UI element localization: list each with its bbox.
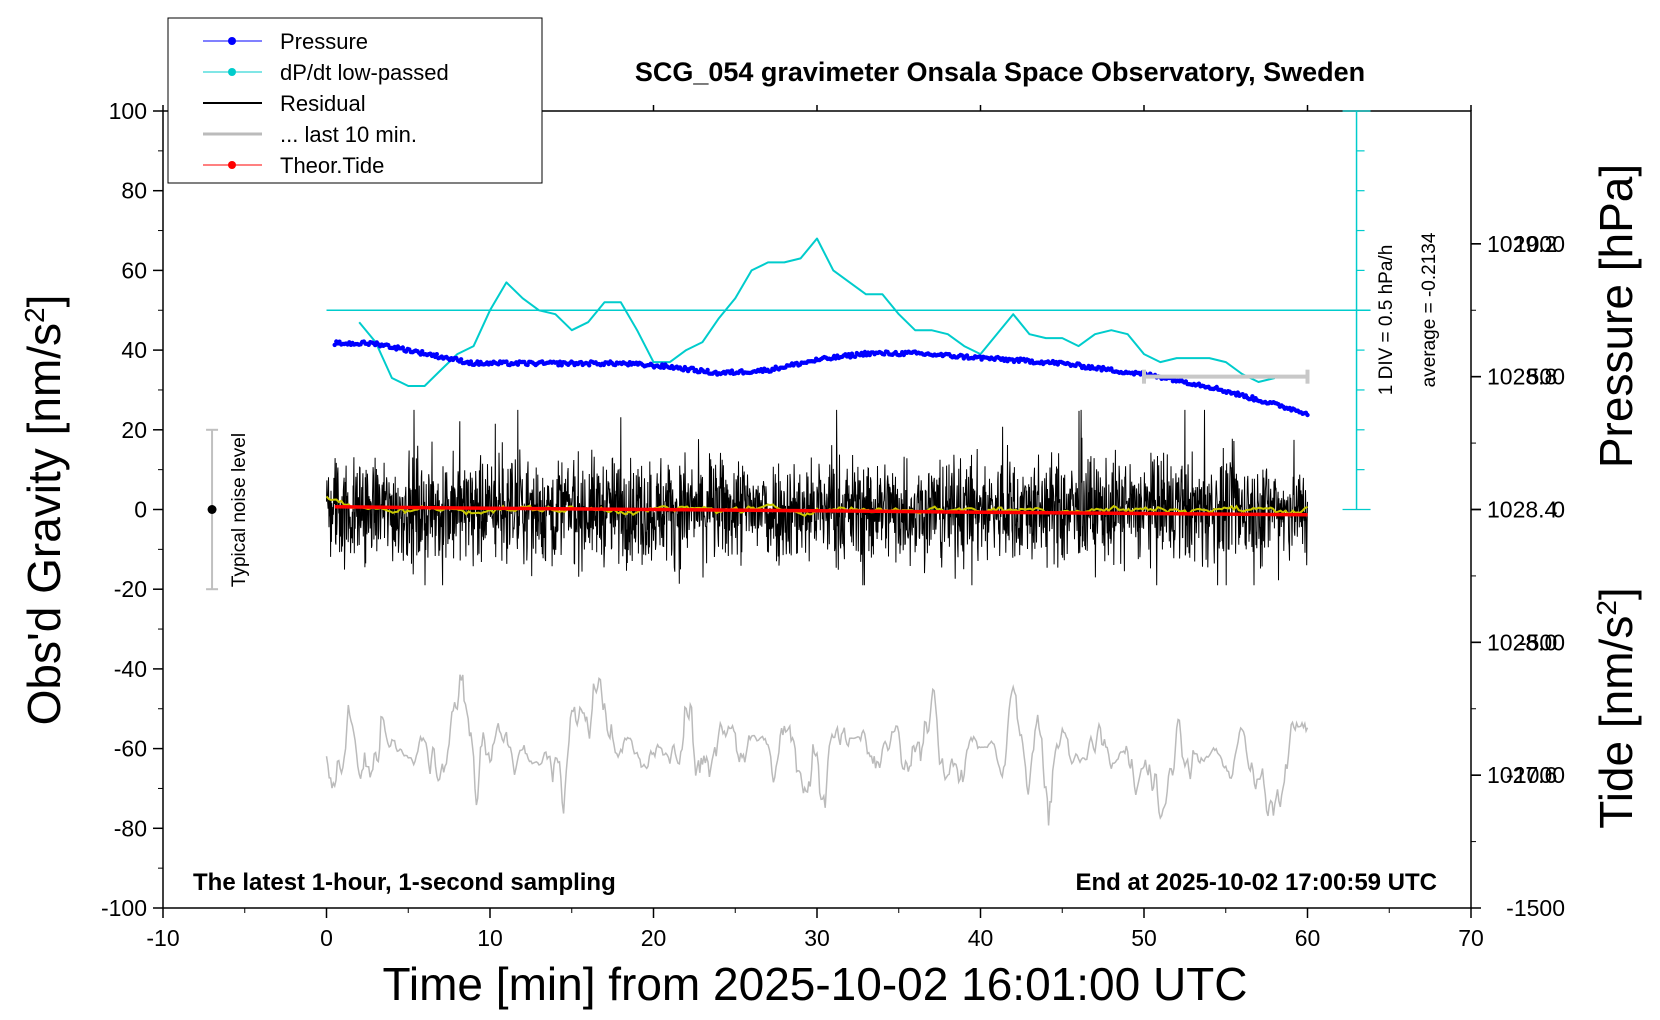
gravity-tick-label: -60	[114, 736, 147, 762]
pressure-tick-label: 1028.4	[1487, 497, 1558, 523]
tide-tick-label: -500	[1519, 629, 1565, 655]
left-axis-label: Obs'd Gravity [nm/s2]	[18, 295, 70, 726]
pressure-tick-label: 1028.0	[1487, 629, 1557, 655]
noise-bar-center	[207, 505, 217, 514]
gravity-tick-label: 100	[109, 98, 147, 124]
tide-tick-label: -1500	[1506, 895, 1565, 921]
legend-box	[167, 17, 543, 184]
tide-axis-label-main: Tide [nm/s	[1590, 616, 1642, 829]
tide-tick-label: 1000	[1514, 231, 1565, 257]
series	[325, 237, 1310, 826]
legend-label: ... last 10 min.	[280, 122, 417, 147]
pressure-point	[458, 357, 464, 362]
gravity-tick-label: -40	[114, 656, 147, 682]
tide-axis-label-end: ]	[1590, 587, 1642, 600]
overlays	[206, 110, 1371, 591]
x-tick-label: 40	[968, 925, 994, 951]
series-residual-moving-average	[325, 495, 1308, 518]
legend-swatch-dot	[228, 68, 236, 76]
x-tick-label: 50	[1131, 925, 1157, 951]
gravity-tick-label: 60	[121, 257, 147, 283]
dpdt-average-label: average = -0.2134	[1419, 232, 1440, 387]
tide-axis-label: Tide [nm/s2]	[1590, 587, 1642, 828]
legend: Pressure dP/dt low-passed Residual ... last…	[167, 17, 543, 184]
pressure-point	[660, 362, 665, 367]
left-axis-label-sup: 2	[19, 307, 50, 323]
gravity-tick-label: -20	[114, 576, 147, 602]
legend-label: Theor.Tide	[280, 153, 384, 178]
pressure-point	[661, 365, 666, 370]
left-axis-label-main: Obs'd Gravity [nm/s	[18, 323, 70, 725]
series-dpdt-low-passed	[358, 237, 1276, 387]
legend-label: dP/dt low-passed	[280, 60, 449, 85]
legend-swatch-dot	[228, 37, 236, 45]
x-tick-label: 10	[477, 925, 503, 951]
series-last-10-min	[325, 674, 1309, 826]
gravity-tick-label: -80	[114, 815, 147, 841]
pressure-tick-label: 1027.6	[1487, 762, 1557, 788]
dpdt-div-label: 1 DIV = 0.5 hPa/h	[1376, 245, 1397, 396]
x-axis-label: Time [min] from 2025-10-02 16:01:00 UTC	[383, 958, 1248, 1010]
pressure-point	[557, 359, 563, 364]
pressure-point	[468, 359, 474, 364]
x-tick-label: 30	[804, 925, 830, 951]
gravity-tick-label: -100	[101, 895, 147, 921]
pressure-point	[587, 363, 592, 368]
pressure-tick-label: 1029.2	[1487, 231, 1557, 257]
axes: -10 0 10 20 30 40 50 60 70-100-80-60-40-20020406…	[101, 98, 1565, 951]
series-residual	[326, 409, 1308, 586]
pressure-tick-label: 1028.8	[1487, 364, 1557, 390]
pressure-point	[418, 352, 423, 357]
legend-swatch-dot	[228, 161, 236, 169]
x-tick-label: -10	[146, 925, 179, 951]
pressure-point	[1305, 412, 1310, 418]
x-tick-label: 70	[1458, 925, 1484, 951]
pressure-point	[690, 365, 696, 371]
gravity-tick-label: 20	[121, 417, 147, 443]
tide-tick-label: -1000	[1506, 762, 1565, 788]
gravity-tick-label: 40	[121, 337, 147, 363]
tide-tick-label: 0	[1552, 497, 1565, 523]
legend-label: Pressure	[280, 29, 368, 54]
pressure-point	[556, 363, 561, 368]
pressure-axis-label: Pressure [hPa]	[1590, 164, 1642, 468]
tide-axis-label-sup: 2	[1591, 600, 1622, 616]
legend-label: Residual	[280, 91, 366, 116]
series-pressure	[332, 339, 1310, 418]
left-axis-label-end: ]	[18, 295, 70, 308]
pressure-point	[852, 354, 858, 359]
noise-level-label: Typical noise level	[229, 433, 250, 587]
x-tick-label: 0	[320, 925, 333, 951]
pressure-point	[705, 367, 710, 373]
gravity-tick-label: 0	[134, 497, 147, 523]
pressure-point	[861, 353, 866, 358]
chart-title: SCG_054 gravimeter Onsala Space Observat…	[635, 57, 1365, 87]
pressure-point	[400, 345, 405, 350]
legend-entries: Pressure dP/dt low-passed Residual ... last…	[203, 29, 449, 178]
x-tick-label: 20	[641, 925, 667, 951]
gravity-tick-label: 80	[121, 178, 147, 204]
pressure-point	[1250, 394, 1255, 399]
tide-tick-label: 500	[1527, 364, 1565, 390]
annotation-left: The latest 1-hour, 1-second sampling	[193, 869, 616, 896]
series-theor-tide	[334, 505, 1308, 517]
pressure-point	[434, 352, 439, 357]
x-tick-label: 60	[1295, 925, 1321, 951]
annotation-right: End at 2025-10-02 17:00:59 UTC	[1076, 869, 1438, 896]
